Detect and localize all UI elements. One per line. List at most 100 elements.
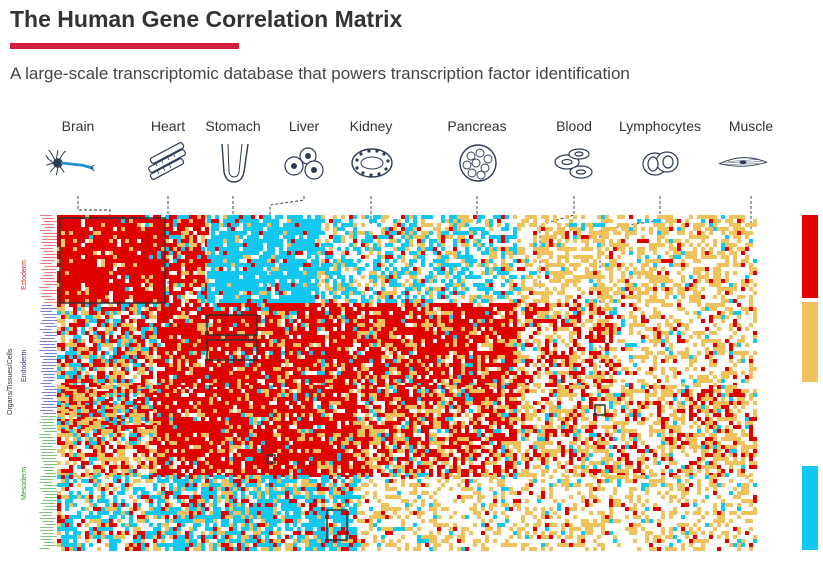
heatmap-cell (81, 263, 85, 267)
heatmap-cell (273, 319, 277, 323)
heatmap-cell (209, 343, 213, 347)
row-tick (44, 272, 57, 273)
heatmap-cell (465, 331, 469, 335)
heatmap-cell (701, 247, 705, 251)
heatmap-cell (161, 355, 165, 359)
heatmap-cell (377, 275, 381, 279)
heatmap-cell (181, 243, 185, 247)
heatmap-cell (93, 223, 97, 227)
heatmap-cell (377, 339, 381, 343)
row-tick (40, 446, 54, 447)
heatmap-cell (73, 263, 77, 267)
heatmap-cell (421, 239, 425, 243)
heatmap-cell (267, 267, 271, 271)
heatmap-cell (105, 291, 109, 295)
heatmap-cell (321, 279, 325, 283)
heatmap-cell (381, 311, 385, 315)
heatmap-cell (121, 231, 125, 235)
heatmap-cell (307, 235, 311, 239)
heatmap-cell (345, 251, 349, 255)
heatmap-cell (189, 319, 193, 323)
heatmap-cell (401, 355, 405, 359)
heatmap-cell (745, 247, 749, 251)
heatmap-cell (477, 323, 481, 327)
heatmap-cell (275, 259, 279, 263)
heatmap-cell (89, 295, 93, 299)
heatmap-cell (349, 259, 353, 263)
heatmap-cell (329, 331, 333, 335)
heatmap-cell (299, 287, 303, 291)
heatmap-cell (597, 251, 601, 255)
heatmap-cell (321, 319, 325, 323)
heatmap-cell (561, 275, 565, 279)
heatmap-cell (197, 323, 201, 327)
heatmap-cell (141, 287, 145, 291)
heatmap-cell (497, 219, 501, 223)
heatmap-cell (93, 259, 97, 263)
heatmap-cell (279, 239, 283, 243)
heatmap-cell (57, 311, 61, 315)
heatmap-cell (605, 287, 609, 291)
heatmap-cell (149, 255, 153, 259)
heatmap-cell (165, 215, 169, 219)
heatmap-cell (77, 227, 81, 231)
heatmap-cell (77, 259, 81, 263)
heatmap-cell (197, 343, 201, 347)
heatmap-cell (243, 271, 247, 275)
heatmap-cell (353, 267, 357, 271)
heatmap-cell (239, 243, 243, 247)
heatmap-cell (501, 275, 505, 279)
heatmap-cell (181, 219, 185, 223)
heatmap-cell (689, 231, 693, 235)
heatmap-cell (405, 227, 409, 231)
heatmap-cell (509, 251, 513, 255)
heatmap-cell (393, 223, 397, 227)
heatmap-cell (393, 315, 397, 319)
heatmap-cell (361, 307, 365, 311)
heatmap-cell (445, 339, 449, 343)
heatmap-cell (247, 283, 251, 287)
heatmap-cell (449, 219, 453, 223)
heatmap-cell (65, 267, 69, 271)
heatmap-cell (637, 299, 641, 303)
heatmap-cell (97, 303, 101, 307)
heatmap-cell (145, 215, 149, 219)
heatmap-cell (717, 287, 721, 291)
heatmap-cell (461, 327, 465, 331)
heatmap-cell (299, 243, 303, 247)
heatmap-cell (261, 375, 265, 379)
heatmap-cell (85, 267, 89, 271)
heatmap-cell (469, 275, 473, 279)
heatmap-cell (271, 279, 275, 283)
heatmap-cell (121, 287, 125, 291)
heatmap-cell (173, 335, 177, 339)
heatmap-cell (217, 343, 221, 347)
heatmap-cell (295, 215, 299, 219)
heatmap-cell (245, 367, 249, 371)
heatmap-cell (257, 315, 261, 319)
heatmap-cell (243, 279, 247, 283)
heatmap-cell (249, 315, 253, 319)
heatmap-cell (329, 347, 333, 351)
heatmap-cell (377, 331, 381, 335)
heatmap-cell (669, 263, 673, 267)
heatmap-cell (637, 247, 641, 251)
heatmap-cell (433, 279, 437, 283)
heatmap-cell (97, 339, 101, 343)
heatmap-cell (93, 263, 97, 267)
heatmap-cell (337, 347, 341, 351)
heatmap-cell (457, 343, 461, 347)
heatmap-cell (315, 243, 319, 247)
heatmap-cell (737, 247, 741, 251)
heatmap-cell (301, 347, 305, 351)
heatmap-cell (517, 259, 521, 263)
heatmap-cell (461, 339, 465, 343)
heatmap-cell (325, 359, 329, 363)
heatmap-cell (303, 239, 307, 243)
heatmap-cell (157, 215, 161, 219)
heatmap-cell (489, 235, 493, 239)
heatmap-cell (85, 255, 89, 259)
heatmap-cell (61, 235, 65, 239)
heatmap-cell (137, 343, 141, 347)
heatmap-cell (321, 271, 325, 275)
